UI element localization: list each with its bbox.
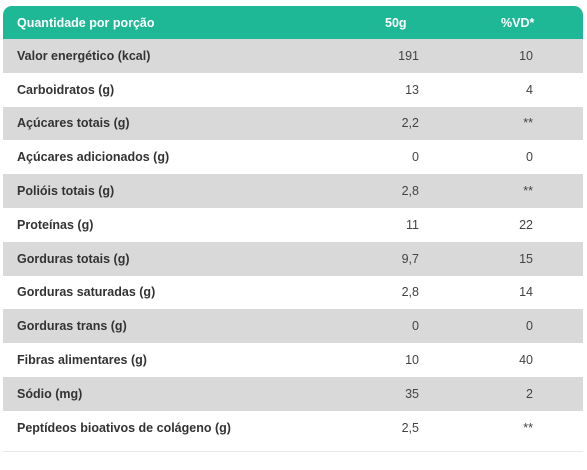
nutrient-name: Gorduras trans (g): [17, 319, 127, 334]
header-amount-label: 50g: [385, 15, 407, 30]
nutrient-vd: 0: [526, 319, 533, 334]
nutrient-amount: 9,7: [401, 251, 419, 266]
nutrient-name: Peptídeos bioativos de colágeno (g): [17, 420, 231, 435]
table-row: Valor energético (kcal) 191 10: [3, 39, 583, 73]
nutrient-vd: 0: [526, 150, 533, 165]
table-row: Peptídeos bioativos de colágeno (g) 2,5 …: [3, 411, 583, 445]
nutrient-name: Açúcares adicionados (g): [17, 150, 170, 165]
nutrient-vd: **: [523, 420, 533, 435]
nutrient-vd: **: [523, 116, 533, 131]
nutrient-amount: 0: [412, 319, 419, 334]
table-row: Carboidratos (g) 13 4: [3, 73, 583, 107]
nutrient-amount: 191: [398, 48, 419, 63]
nutrient-amount: 11: [406, 217, 419, 232]
nutrient-amount: 13: [405, 82, 419, 97]
table-row: Fibras alimentares (g) 10 40: [3, 343, 583, 377]
nutrient-name: Valor energético (kcal): [17, 48, 151, 63]
header-serving-label: Quantidade por porção: [17, 15, 155, 30]
nutrient-amount: 2,8: [401, 285, 419, 300]
table-header: Quantidade por porção 50g %VD*: [3, 6, 583, 39]
table-row: Açúcares totais (g) 2,2 **: [3, 106, 583, 141]
header-vd-label: %VD*: [501, 15, 535, 30]
table-row: Sódio (mg) 35 2: [3, 376, 583, 411]
nutrient-vd: 2: [526, 386, 533, 401]
nutrient-amount: 10: [405, 353, 419, 368]
nutrient-vd: **: [523, 184, 533, 199]
table-row: Gorduras totais (g) 9,7 15: [3, 241, 583, 276]
nutrient-vd: 4: [526, 82, 533, 97]
nutrient-name: Carboidratos (g): [17, 82, 115, 97]
nutrient-amount: 35: [405, 386, 419, 401]
nutrient-name: Gorduras saturadas (g): [17, 285, 156, 300]
nutrition-table: Quantidade por porção 50g %VD* Valor ene…: [3, 6, 583, 452]
nutrient-name: Proteínas (g): [17, 217, 94, 232]
nutrient-vd: 14: [519, 285, 533, 300]
nutrient-name: Polióis totais (g): [17, 184, 115, 199]
nutrient-amount: 2,2: [401, 116, 419, 131]
table-row: Proteínas (g) 11 22: [3, 208, 583, 242]
table-row: Açúcares adicionados (g) 0 0: [3, 140, 583, 174]
table-bottom-divider: [3, 445, 583, 452]
table-row: Polióis totais (g) 2,8 **: [3, 174, 583, 208]
nutrient-vd: 10: [519, 48, 533, 63]
nutrient-amount: 2,5: [401, 420, 419, 435]
nutrient-name: Fibras alimentares (g): [17, 353, 147, 368]
nutrient-vd: 15: [519, 251, 533, 266]
table-row: Gorduras saturadas (g) 2,8 14: [3, 276, 583, 310]
nutrient-name: Sódio (mg): [17, 386, 83, 401]
table-row: Gorduras trans (g) 0 0: [3, 309, 583, 344]
nutrient-name: Açúcares totais (g): [17, 116, 130, 131]
nutrient-name: Gorduras totais (g): [17, 251, 130, 266]
nutrient-vd: 40: [519, 353, 533, 368]
nutrient-vd: 22: [519, 217, 533, 232]
nutrient-amount: 0: [412, 150, 419, 165]
nutrient-amount: 2,8: [401, 184, 419, 199]
